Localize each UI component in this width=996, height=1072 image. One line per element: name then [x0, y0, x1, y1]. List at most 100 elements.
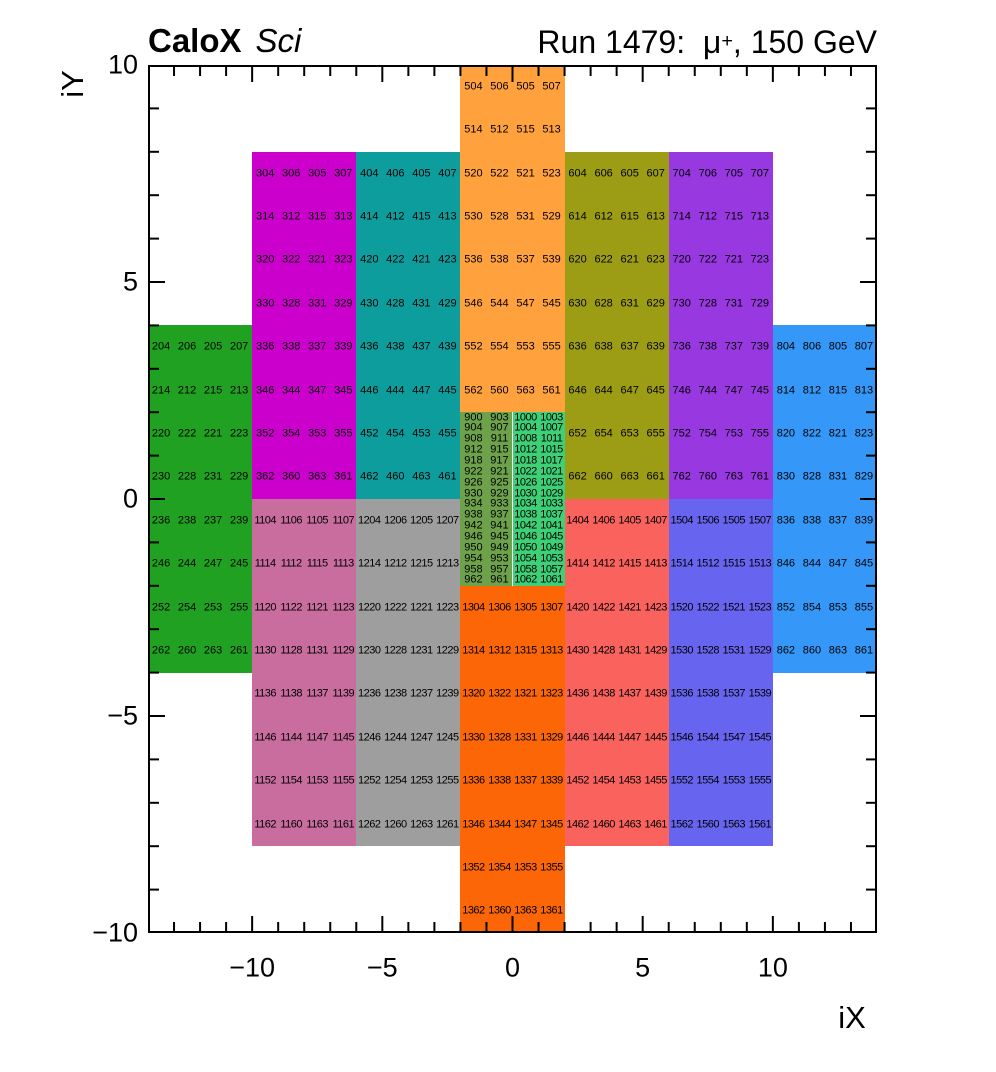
cell-label: 729 — [750, 297, 770, 310]
cell-label: 645 — [646, 384, 665, 396]
cell-label: 1545 — [748, 731, 772, 744]
cell-label: 1554 — [696, 774, 720, 787]
cell-label: 1315 — [514, 644, 537, 657]
cell-label: 1430 — [566, 644, 589, 657]
cell-label: 305 — [308, 167, 327, 179]
cell-label: 1428 — [592, 644, 615, 657]
cell-label: 205 — [203, 340, 223, 353]
cell-label: 1455 — [644, 774, 667, 787]
cell-label: 513 — [542, 123, 561, 136]
cell-label: 431 — [412, 297, 431, 310]
cell-label: 1512 — [696, 557, 720, 570]
y-axis-tick-label: 0 — [122, 483, 138, 514]
cell-label: 512 — [490, 123, 509, 136]
cell-label: 739 — [750, 340, 770, 353]
cell-label: 861 — [854, 644, 874, 657]
cell-label: 614 — [568, 210, 587, 223]
cell-label: 1347 — [514, 818, 537, 830]
cell-label: 1562 — [670, 818, 693, 830]
cell-label: 1247 — [410, 731, 433, 744]
cell-label: 1046 — [514, 530, 537, 543]
cell-label: 1323 — [540, 687, 563, 700]
cell-label: 1144 — [280, 731, 303, 744]
cell-label: 506 — [490, 80, 509, 93]
cell-label: 1022 — [514, 465, 537, 478]
cell-label: 807 — [854, 340, 874, 353]
cell-label: 531 — [516, 210, 535, 223]
cell-label: 1407 — [644, 514, 667, 527]
cell-label: 345 — [334, 384, 353, 396]
cell-label: 1237 — [410, 687, 433, 700]
cell-label: 921 — [490, 465, 509, 478]
cell-label: 336 — [255, 340, 275, 353]
cell-label: 822 — [802, 427, 822, 440]
cell-label: 1260 — [384, 818, 407, 830]
cell-label: 653 — [620, 427, 639, 440]
cell-label: 1215 — [410, 557, 433, 570]
cell-label: 323 — [334, 253, 353, 266]
cell-label: 647 — [620, 384, 639, 396]
cell-label: 705 — [724, 167, 743, 179]
cell-label: 312 — [282, 210, 301, 223]
cell-label: 355 — [334, 427, 353, 440]
cell-label: 545 — [542, 297, 561, 310]
y-axis-tick-label: −10 — [92, 917, 138, 948]
cell-label: 1033 — [540, 497, 563, 510]
x-axis-tick-label: 5 — [635, 952, 651, 983]
cell-label: 1560 — [696, 818, 720, 830]
cell-label: 1563 — [722, 818, 746, 830]
cell-label: 1429 — [644, 644, 667, 657]
cell-label: 904 — [464, 421, 483, 434]
cell-label: 1129 — [332, 644, 355, 657]
cell-label: 1155 — [332, 774, 355, 787]
cell-label: 1561 — [748, 818, 772, 830]
cell-label: 1328 — [488, 731, 511, 744]
cell-label: 1163 — [306, 818, 329, 830]
cell-label: 752 — [672, 427, 691, 440]
x-axis-tick-label: −10 — [229, 952, 276, 983]
cell-label: 830 — [776, 470, 796, 483]
cell-label: 1360 — [488, 904, 511, 917]
cell-label: 1453 — [618, 774, 641, 787]
cell-label: 447 — [412, 384, 431, 396]
cell-label: 1160 — [280, 818, 303, 830]
cell-label: 1120 — [254, 601, 276, 613]
cell-label: 1017 — [540, 454, 563, 467]
cell-label: 1222 — [384, 601, 407, 613]
cell-label: 1206 — [384, 514, 407, 527]
cell-label: 1338 — [488, 774, 511, 787]
cell-label: 652 — [568, 427, 587, 440]
cell-label: 1515 — [722, 557, 746, 570]
cell-label: 255 — [229, 601, 249, 613]
cell-label: 852 — [776, 601, 796, 613]
cell-label: 908 — [464, 432, 483, 445]
cell-label: 1329 — [540, 731, 563, 744]
cell-label: 1337 — [514, 774, 537, 787]
cell-label: 862 — [776, 644, 796, 657]
cell-label: 1123 — [332, 601, 355, 613]
cell-label: 863 — [828, 644, 848, 657]
cell-label: 460 — [386, 470, 405, 483]
cell-label: 844 — [802, 557, 822, 570]
cell-label: 1245 — [436, 731, 459, 744]
cell-label: 1045 — [540, 530, 563, 543]
cell-label: 515 — [516, 123, 535, 136]
cell-label: 1404 — [566, 514, 589, 527]
cell-label: 406 — [386, 167, 405, 179]
cell-label: 812 — [802, 384, 822, 396]
cell-label: 1361 — [540, 904, 563, 917]
cell-label: 941 — [490, 519, 509, 532]
cell-label: 836 — [776, 514, 796, 527]
cell-label: 1253 — [410, 774, 433, 787]
cell-label: 552 — [464, 340, 483, 353]
cell-label: 1362 — [462, 904, 485, 917]
cell-label: 942 — [464, 519, 483, 532]
cell-label: 845 — [854, 557, 874, 570]
cell-label: 1029 — [540, 487, 563, 500]
cell-label: 236 — [151, 514, 171, 527]
cell-label: 1205 — [410, 514, 433, 527]
cell-label: 247 — [203, 557, 223, 570]
cell-label: 854 — [802, 601, 822, 613]
cell-label: 230 — [151, 470, 171, 483]
cell-label: 1105 — [306, 514, 329, 527]
